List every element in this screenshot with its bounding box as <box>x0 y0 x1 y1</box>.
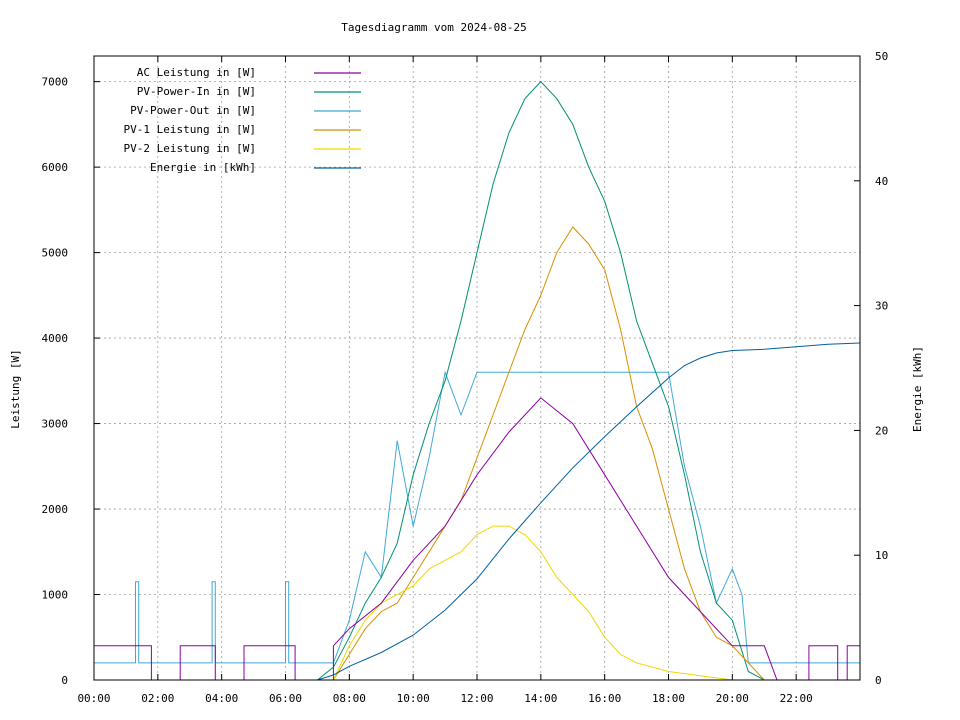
y-tick-label: 3000 <box>42 418 69 431</box>
legend: AC Leistung in [W] PV-Power-In in [W] PV-P… <box>124 66 361 174</box>
x-tick-label: 16:00 <box>588 692 621 705</box>
series-line-5 <box>94 342 861 681</box>
legend-label: AC Leistung in [W] <box>137 66 256 79</box>
y-tick-label: 4000 <box>42 332 69 345</box>
x-tick-label: 10:00 <box>397 692 430 705</box>
y-tick-label: 6000 <box>42 161 69 174</box>
series-line-2 <box>94 370 860 664</box>
x-tick-label: 08:00 <box>333 692 366 705</box>
y-tick-label: 7000 <box>42 76 69 89</box>
y2-tick-label: 30 <box>875 300 888 313</box>
x-tick-label: 02:00 <box>141 692 174 705</box>
legend-label: Energie in [kWh] <box>150 161 256 174</box>
x-tick-label: 20:00 <box>716 692 749 705</box>
legend-label: PV-Power-In in [W] <box>137 85 256 98</box>
axis-ticks: 00:00 02:00 04:00 06:00 08:00 10:00 12:00 14:00… <box>42 50 889 705</box>
x-tick-label: 14:00 <box>524 692 557 705</box>
y2-tick-label: 20 <box>875 424 888 437</box>
series-layer <box>94 80 861 681</box>
series-line-3 <box>94 226 860 681</box>
y-tick-label: 2000 <box>42 503 69 516</box>
y2-tick-label: 0 <box>875 674 882 687</box>
x-tick-label: 12:00 <box>460 692 493 705</box>
x-tick-label: 00:00 <box>77 692 110 705</box>
chart-title: Tagesdiagramm vom 2024-08-25 <box>341 21 526 34</box>
x-tick-label: 18:00 <box>652 692 685 705</box>
y-tick-label: 0 <box>61 674 68 687</box>
series-line-0 <box>94 397 860 681</box>
y-tick-label: 1000 <box>42 589 69 602</box>
grid <box>94 56 860 680</box>
y2-axis-label: Energie [kWh] <box>911 346 924 432</box>
y2-tick-label: 50 <box>875 50 888 63</box>
y-axis-label: Leistung [W] <box>9 349 22 428</box>
x-tick-label: 06:00 <box>269 692 302 705</box>
y2-tick-label: 40 <box>875 175 888 188</box>
legend-label: PV-2 Leistung in [W] <box>124 142 256 155</box>
series-line-1 <box>94 80 860 681</box>
x-tick-label: 04:00 <box>205 692 238 705</box>
x-tick-label: 22:00 <box>780 692 813 705</box>
y-tick-label: 5000 <box>42 247 69 260</box>
legend-label: PV-Power-Out in [W] <box>130 104 256 117</box>
legend-label: PV-1 Leistung in [W] <box>124 123 256 136</box>
y2-tick-label: 10 <box>875 549 888 562</box>
